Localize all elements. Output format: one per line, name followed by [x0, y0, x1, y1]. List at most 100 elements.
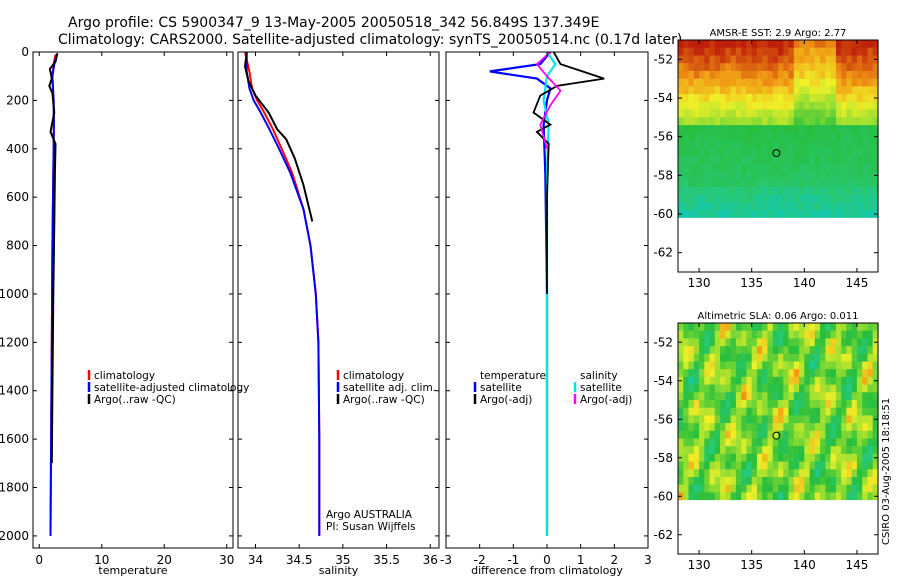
map-cell — [830, 40, 837, 49]
map-cell — [793, 446, 800, 455]
map-cell — [835, 353, 842, 363]
map-cell — [730, 376, 737, 386]
map-cell — [720, 101, 726, 111]
map-cell — [741, 415, 748, 424]
map-cell — [772, 376, 779, 386]
map-cell — [741, 376, 748, 386]
map-cell — [793, 438, 800, 447]
map-cell — [867, 86, 874, 95]
map-cell — [825, 415, 832, 424]
map-cell — [804, 47, 811, 56]
map-cell — [709, 330, 716, 339]
map-cell — [814, 469, 821, 478]
map-cell — [814, 132, 821, 142]
map-cell — [709, 369, 716, 378]
map-cell — [746, 338, 753, 347]
map-cell — [783, 446, 790, 455]
map-cell — [709, 353, 716, 363]
map-cell — [793, 323, 800, 332]
map-cell — [793, 156, 800, 165]
map-cell — [741, 86, 748, 95]
map-cell — [772, 361, 779, 370]
map-cell — [735, 353, 742, 363]
map-cell — [704, 477, 711, 486]
map-cell — [741, 400, 748, 409]
map-cell — [841, 140, 848, 149]
map-cell — [799, 86, 805, 95]
map-cell — [835, 469, 842, 478]
map-cell — [725, 156, 732, 165]
map-cell — [699, 179, 705, 188]
map-cell — [751, 94, 758, 103]
x-tick-label: 0 — [543, 553, 551, 567]
map-cell — [730, 338, 737, 347]
map-cell — [846, 353, 853, 363]
map-cell — [841, 492, 848, 501]
map-cell — [767, 400, 774, 409]
map-cell — [762, 484, 769, 493]
map-cell — [741, 392, 748, 401]
map-cell — [735, 78, 742, 87]
map-cell — [725, 477, 732, 486]
map-cell — [788, 140, 795, 149]
map-cell — [793, 101, 800, 111]
map-cell — [856, 453, 863, 463]
map-cell — [835, 453, 842, 463]
map-cell — [793, 453, 800, 463]
map-cell — [804, 63, 811, 72]
map-cell — [735, 346, 742, 355]
salinity-legend-label: satellite adj. clim. — [343, 382, 436, 394]
map-cell — [741, 353, 748, 363]
map-cell — [872, 407, 879, 416]
map-cell — [809, 179, 816, 188]
map-cell — [825, 361, 832, 370]
map-cell — [814, 446, 821, 455]
map-cell — [678, 140, 684, 149]
map-cell — [778, 446, 784, 455]
map-cell — [720, 400, 726, 409]
map-cell — [820, 86, 826, 95]
map-cell — [846, 384, 853, 393]
map-cell — [762, 415, 769, 424]
map-cell — [820, 492, 826, 501]
map-cell — [683, 63, 690, 72]
map-cell — [788, 477, 795, 486]
map-cell — [709, 47, 716, 56]
map-cell — [735, 323, 742, 332]
map-cell — [778, 210, 784, 219]
map-cell — [699, 477, 705, 486]
map-cell — [809, 78, 816, 87]
map-cell — [804, 86, 811, 95]
sla-map-title: Altimetric SLA: 0.06 Argo: 0.011 — [698, 311, 859, 322]
map-cell — [683, 202, 690, 211]
map-cell — [814, 400, 821, 409]
map-cell — [778, 353, 784, 363]
map-cell — [714, 40, 721, 49]
map-cell — [730, 148, 737, 157]
map-cell — [693, 179, 700, 188]
map-cell — [714, 47, 721, 56]
map-cell — [730, 323, 737, 332]
figure-title-line2: Climatology: CARS2000. Satellite-adjuste… — [58, 32, 682, 48]
map-cell — [756, 415, 763, 424]
map-cell — [730, 202, 737, 211]
map-cell — [830, 477, 837, 486]
map-cell — [820, 132, 826, 142]
map-cell — [835, 101, 842, 111]
map-cell — [767, 407, 774, 416]
map-cell — [720, 453, 726, 463]
map-cell — [720, 179, 726, 188]
map-cell — [862, 40, 869, 49]
y-tick-label: 1000 — [0, 287, 29, 301]
map-cell — [730, 346, 737, 355]
map-cell — [809, 353, 816, 363]
map-cell — [830, 163, 837, 172]
y-tick-label: 2000 — [0, 529, 29, 543]
map-cell — [783, 109, 790, 118]
map-cell — [872, 125, 879, 134]
map-cell — [767, 353, 774, 363]
map-cell — [851, 400, 858, 409]
map-cell — [725, 361, 732, 370]
map-cell — [846, 86, 853, 95]
map-cell — [804, 132, 811, 142]
